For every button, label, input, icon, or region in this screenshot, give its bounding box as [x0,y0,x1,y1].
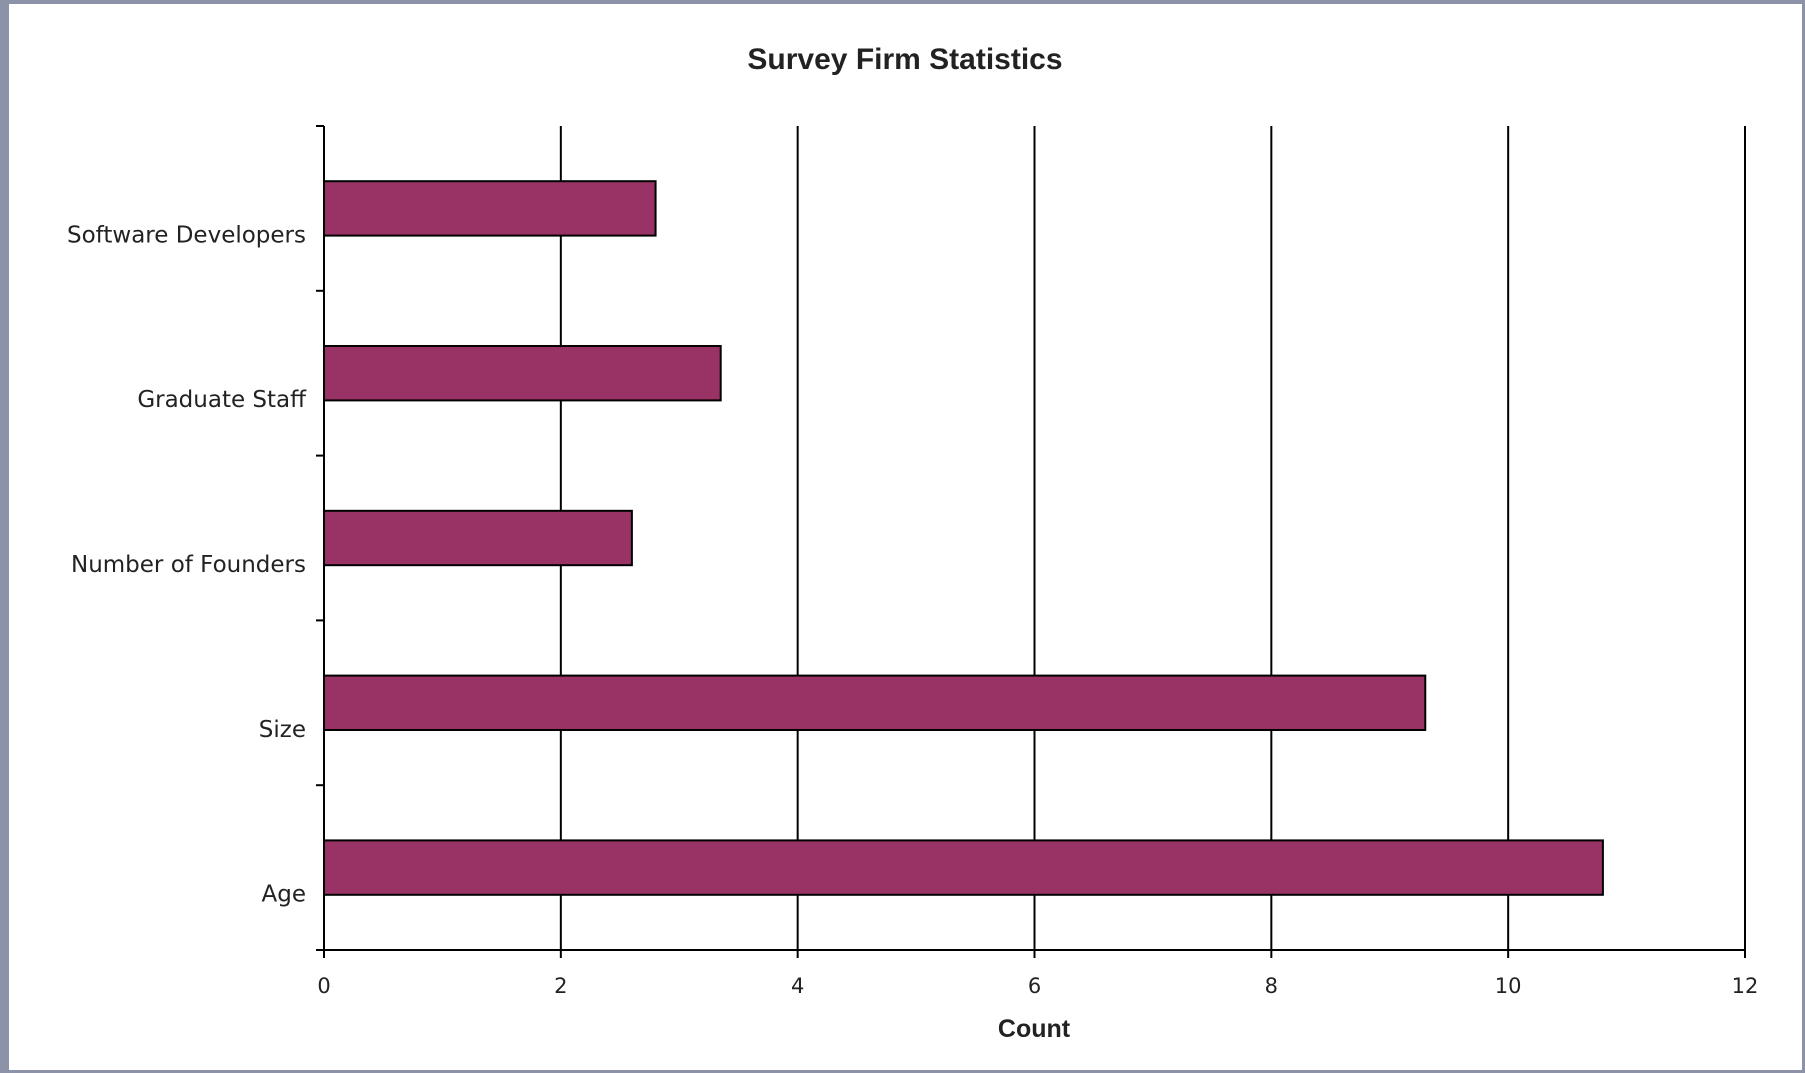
gridlines [559,126,1746,950]
category-labels: Software Developers Graduate Staff Number … [67,222,307,907]
category-label-4: Age [262,882,306,908]
category-label-1: Graduate Staff [137,387,307,413]
x-tick-label-1: 2 [554,974,567,998]
bar-3 [323,674,1427,731]
x-tick-labels: 0 2 4 6 8 10 12 [317,974,1758,998]
bar-2 [323,509,633,567]
axes [316,125,1746,958]
category-label-2: Number of Founders [71,552,306,578]
category-label-3: Size [259,717,306,743]
chart-title: Survey Firm Statistics [747,43,1062,76]
bar-4 [323,839,1604,896]
x-tick-label-5: 10 [1495,974,1522,998]
x-tick-label-4: 8 [1265,974,1278,998]
x-tick-label-2: 4 [791,974,804,998]
x-tick-label-6: 12 [1732,974,1759,998]
x-tick-label-3: 6 [1028,974,1041,998]
bar-0 [323,180,657,237]
x-axis-label: Count [998,1015,1071,1043]
x-tick-label-0: 0 [317,974,330,998]
category-label-0: Software Developers [67,222,306,248]
bar-1 [323,345,722,402]
bars [323,180,1604,896]
